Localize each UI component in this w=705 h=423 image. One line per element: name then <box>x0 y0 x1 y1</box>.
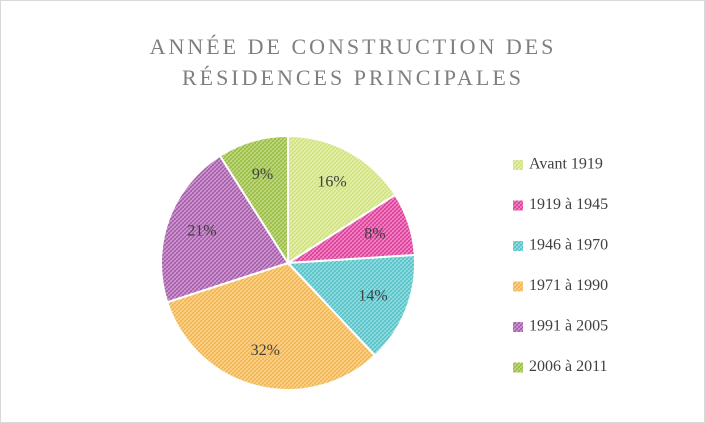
pie-slice <box>160 154 290 304</box>
legend-label: 1971 à 1990 <box>529 277 608 294</box>
pie-slice <box>218 134 289 267</box>
pie-slice <box>287 134 397 265</box>
pie-slice <box>285 253 416 357</box>
data-label: 16% <box>317 174 346 191</box>
data-label: 32% <box>251 342 280 359</box>
legend-swatch <box>513 200 523 211</box>
legend-swatch <box>513 241 523 251</box>
pie-slice <box>165 261 377 391</box>
legend-label: 1919 à 1945 <box>529 196 608 213</box>
legend-label: 1991 à 2005 <box>529 318 608 335</box>
legend-swatch <box>513 160 523 170</box>
data-label: 21% <box>187 223 216 240</box>
chart-title: ANNÉE DE CONSTRUCTION DES RÉSIDENCES PRI… <box>149 34 557 90</box>
legend-swatch <box>513 281 523 292</box>
legend-swatch <box>513 322 523 332</box>
legend-label: Avant 1919 <box>529 156 603 173</box>
legend-label: 1946 à 1970 <box>529 237 608 254</box>
legend-swatch <box>513 362 523 373</box>
legend-label: 2006 à 2011 <box>529 358 608 375</box>
data-label: 9% <box>252 166 273 183</box>
data-label: 14% <box>358 287 387 304</box>
data-label: 8% <box>364 225 385 242</box>
